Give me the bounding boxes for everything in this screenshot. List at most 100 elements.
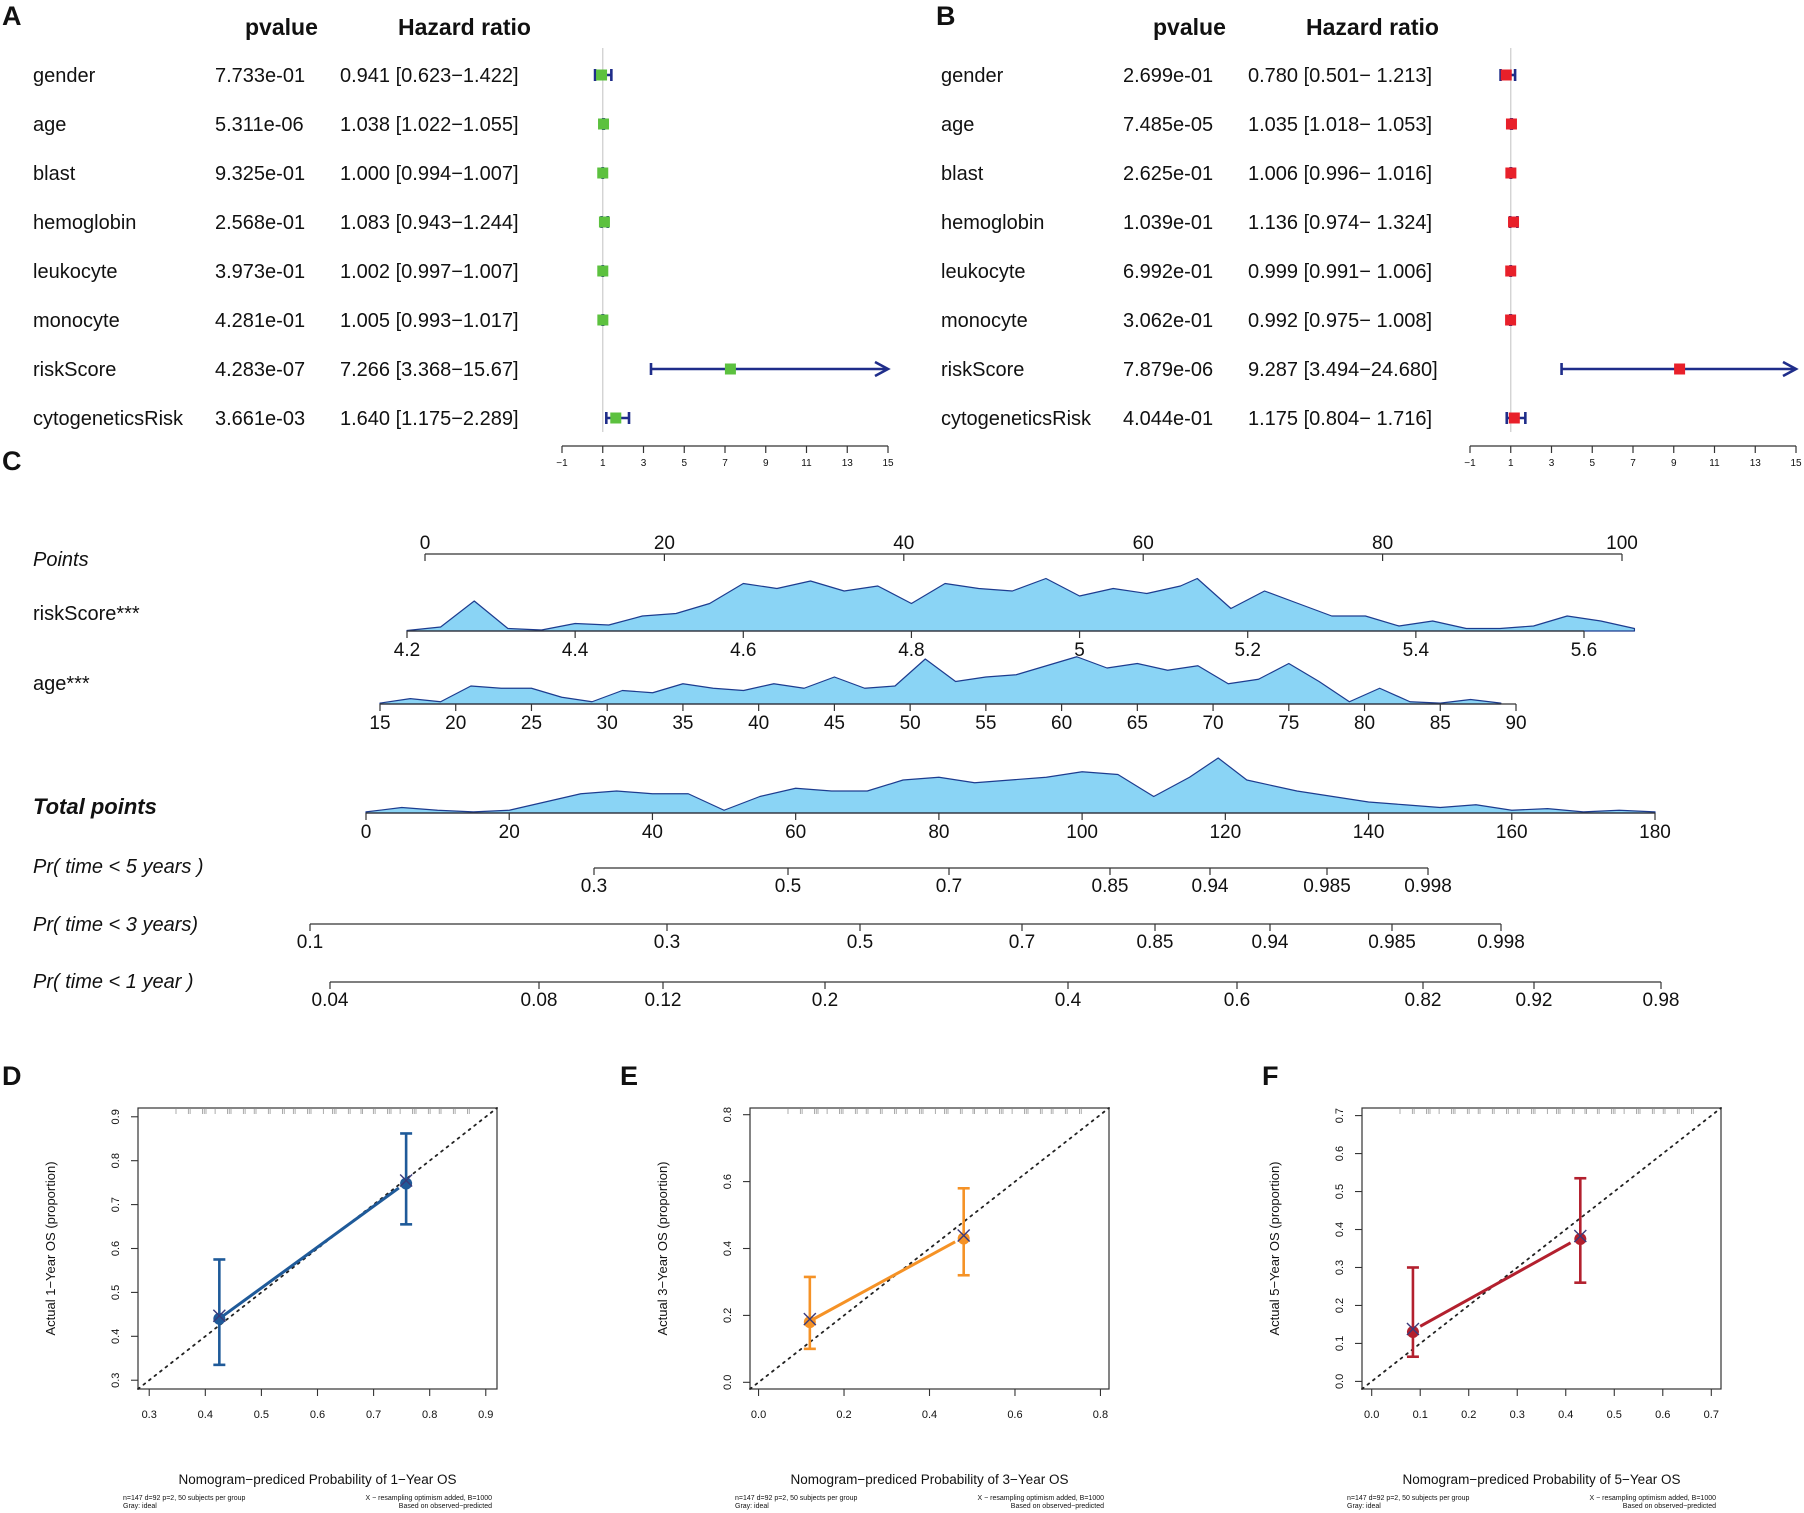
- calibration-x-tick-label: 0.0: [751, 1409, 766, 1421]
- calibration-x-tick-label: 0.9: [478, 1409, 493, 1421]
- calibration-y-tick-label: 0.1: [1334, 1336, 1346, 1351]
- nomogram-tick-label: 0.12: [645, 990, 682, 1011]
- forest-row-pvalue: 4.283e-07: [215, 359, 305, 381]
- calibration-corrected-marker: [803, 1312, 817, 1326]
- nomogram-tick-label: 35: [672, 713, 693, 734]
- forest-row-hazard-ratio: 7.266 [3.368−15.67]: [340, 359, 519, 381]
- forest-row-pvalue: 6.992e-01: [1123, 261, 1213, 283]
- forest-hr-box: [597, 314, 609, 326]
- forest-row-pvalue: 5.311e-06: [215, 114, 304, 136]
- calibration-x-tick-label: 0.0: [1364, 1409, 1379, 1421]
- forest-row-pvalue: 9.325e-01: [215, 163, 305, 185]
- forest-x-tick-label: 13: [1750, 458, 1762, 469]
- calibration-point: [400, 1177, 413, 1190]
- calibration-corrected-marker: [1573, 1229, 1587, 1243]
- calibration-footnote: Gray: ideal: [735, 1503, 769, 1510]
- nomogram-tick-label: 80: [928, 822, 949, 843]
- forest-x-tick-label: 11: [1709, 458, 1720, 469]
- nomogram-scale-label: riskScore***: [33, 603, 140, 625]
- nomogram-tick-label: 0.3: [581, 876, 607, 897]
- forest-row-pvalue: 4.281e-01: [215, 310, 305, 332]
- nomogram-tick-label: 120: [1209, 822, 1241, 843]
- panel-label-b: B: [936, 1, 956, 31]
- calibration-footnote: n=147 d=92 p=2, 50 subjects per group: [1347, 1495, 1470, 1502]
- forest-row-pvalue: 3.062e-01: [1123, 310, 1213, 332]
- calibration-fit-line: [1419, 1241, 1572, 1328]
- calibration-y-tick-label: 0.6: [110, 1241, 122, 1256]
- nomogram-tick-label: 0: [420, 533, 431, 554]
- forest-hr-box: [1500, 69, 1512, 81]
- nomogram-tick-label: 30: [597, 713, 618, 734]
- calibration-ideal-line: [749, 1107, 1110, 1390]
- forest-x-tick-label: 7: [722, 458, 728, 469]
- nomogram-tick-label: 0.1: [297, 932, 323, 953]
- forest-row-hazard-ratio: 0.999 [0.991− 1.006]: [1248, 261, 1432, 283]
- nomogram-tick-label: 0.5: [847, 932, 873, 953]
- nomogram-tick-label: 4.8: [898, 640, 924, 661]
- forest-x-tick-label: 3: [1549, 458, 1555, 469]
- nomogram-tick-label: 50: [900, 713, 921, 734]
- nomogram-scale-label: Pr( time < 3 years): [33, 914, 198, 936]
- nomogram-tick-label: 0.7: [1009, 932, 1035, 953]
- forest-row-label: riskScore: [941, 359, 1024, 381]
- nomogram-tick-label: 45: [824, 713, 845, 734]
- forest-row-pvalue: 1.039e-01: [1123, 212, 1213, 234]
- panel-label-d: D: [2, 1061, 22, 1091]
- nomogram-density: [406, 577, 1636, 632]
- calibration-x-tick-label: 0.4: [1558, 1409, 1573, 1421]
- nomogram-tick-label: 20: [654, 533, 675, 554]
- forest-row-hazard-ratio: 1.083 [0.943−1.244]: [340, 212, 519, 234]
- nomogram-tick-label: 0.5: [775, 876, 801, 897]
- nomogram-tick-label: 0.85: [1092, 876, 1129, 897]
- forest-x-tick-label: 7: [1630, 458, 1636, 469]
- forest-header-hazard-ratio: Hazard ratio: [1306, 14, 1439, 40]
- nomogram-tick-label: 5: [1074, 640, 1085, 661]
- nomogram-tick-label: 160: [1496, 822, 1528, 843]
- forest-header-pvalue: pvalue: [1153, 14, 1226, 40]
- nomogram-scale-label: Pr( time < 1 year ): [33, 971, 194, 993]
- forest-row-pvalue: 7.733e-01: [215, 65, 305, 87]
- calibration-y-tick-label: 0.8: [722, 1107, 734, 1122]
- forest-hr-box: [1674, 363, 1686, 375]
- forest-x-tick-label: 9: [1671, 458, 1677, 469]
- calibration-x-tick-label: 0.6: [1655, 1409, 1670, 1421]
- forest-x-tick-label: −1: [1464, 458, 1476, 469]
- forest-row-label: riskScore: [33, 359, 116, 381]
- calibration-x-label: Nomogram−prediced Probability of 5−Year …: [1403, 1472, 1681, 1487]
- nomogram-tick-label: 0.82: [1405, 990, 1442, 1011]
- calibration-corrected-marker: [212, 1309, 226, 1323]
- panel-label-c: C: [2, 446, 22, 476]
- calibration-y-tick-label: 0.7: [1334, 1108, 1346, 1123]
- forest-hr-box: [598, 216, 610, 228]
- forest-x-tick-label: 1: [1508, 458, 1514, 469]
- nomogram-tick-label: 0.998: [1477, 932, 1525, 953]
- nomogram-tick-label: 0.2: [812, 990, 838, 1011]
- forest-row-pvalue: 3.973e-01: [215, 261, 305, 283]
- forest-x-tick-label: 15: [882, 458, 894, 469]
- calibration-x-tick-label: 0.5: [254, 1409, 269, 1421]
- forest-row-label: cytogeneticsRisk: [941, 408, 1092, 430]
- calibration-x-tick-label: 0.3: [1510, 1409, 1525, 1421]
- forest-row-label: leukocyte: [33, 261, 118, 283]
- calibration-x-tick-label: 0.8: [1093, 1409, 1108, 1421]
- calibration-ideal-line: [1361, 1107, 1722, 1390]
- forest-ci-arrow: [874, 360, 891, 378]
- forest-row-hazard-ratio: 1.000 [0.994−1.007]: [340, 163, 519, 185]
- calibration-footnote: Based on observed−predicted: [1623, 1503, 1716, 1510]
- panel-label-f: F: [1262, 1061, 1279, 1091]
- forest-x-tick-label: 9: [763, 458, 769, 469]
- calibration-footnote: X − resampling optimism added, B=1000: [978, 1495, 1105, 1502]
- calibration-point: [1406, 1326, 1419, 1339]
- calibration-x-tick-label: 0.7: [1704, 1409, 1719, 1421]
- nomogram-tick-label: 100: [1606, 533, 1638, 554]
- calibration-x-label: Nomogram−prediced Probability of 3−Year …: [791, 1472, 1069, 1487]
- calibration-footnote: X − resampling optimism added, B=1000: [366, 1495, 493, 1502]
- nomogram-tick-label: 15: [369, 713, 390, 734]
- calibration-x-tick-label: 0.2: [836, 1409, 851, 1421]
- forest-row-hazard-ratio: 9.287 [3.494−24.680]: [1248, 359, 1438, 381]
- calibration-ideal-line: [137, 1107, 498, 1390]
- calibration-point: [213, 1312, 226, 1325]
- forest-row-label: monocyte: [33, 310, 120, 332]
- nomogram-tick-label: 0.08: [521, 990, 558, 1011]
